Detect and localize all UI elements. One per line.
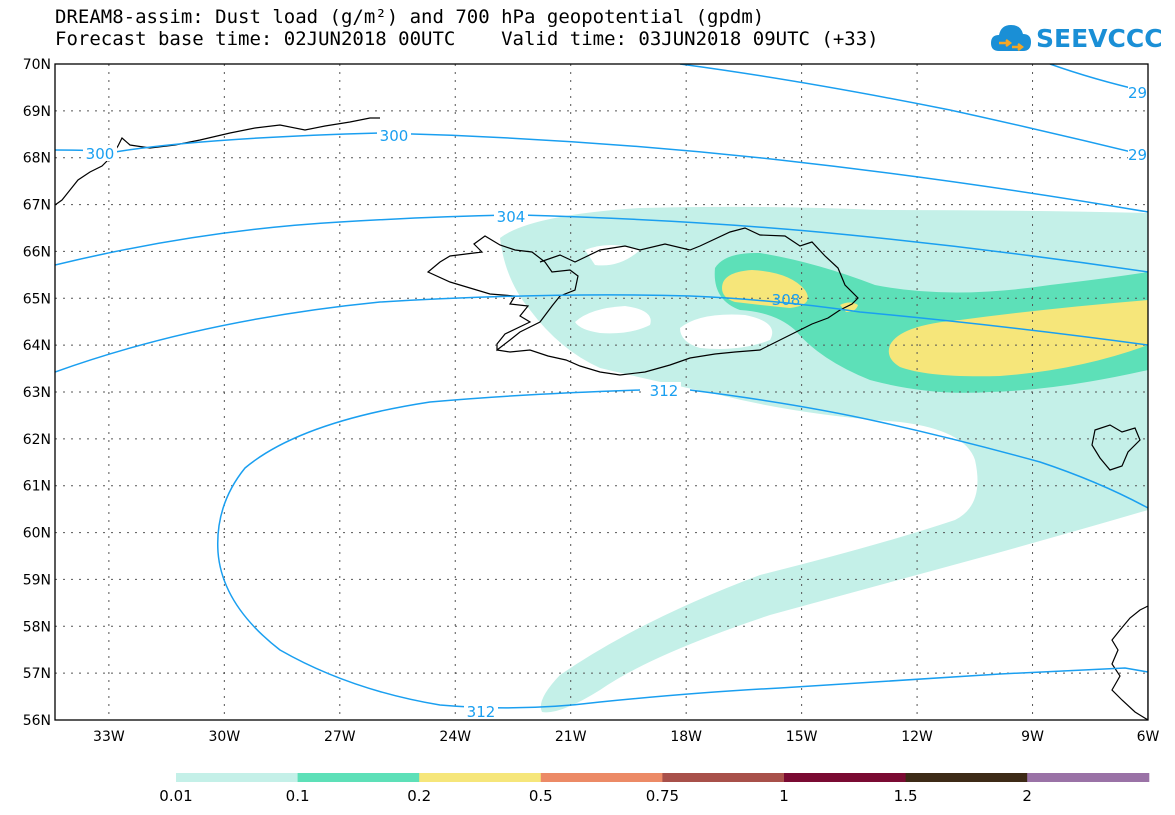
lon-label: 27W (324, 729, 356, 745)
dust-clear-pocket (575, 306, 651, 334)
contour-296-upper (679, 64, 1148, 157)
contour-300 (55, 132, 1148, 213)
lat-label: 56N (23, 713, 51, 729)
contour-label-312-south: 312 (467, 703, 496, 721)
contour-304 (55, 214, 1148, 273)
lat-label: 64N (23, 338, 51, 354)
contour-308 (55, 294, 1148, 373)
lat-label: 68N (23, 151, 51, 167)
lat-label: 65N (23, 291, 51, 307)
contour-label-29: 29 (1128, 146, 1147, 164)
colorbar-tick-label: 0.01 (159, 787, 192, 805)
longitude-labels: 33W 30W 27W 24W 21W 18W 15W 12W 9W 6W (93, 729, 1159, 745)
contour-label-312-east: 312 (650, 382, 679, 400)
dust-fields (500, 206, 1148, 713)
lon-label: 6W (1137, 729, 1160, 745)
lat-label: 58N (23, 619, 51, 635)
colorbar-swatch (905, 773, 1028, 782)
lon-label: 15W (786, 729, 818, 745)
lon-label: 30W (209, 729, 241, 745)
lat-label: 69N (23, 104, 51, 120)
lon-label: 33W (93, 729, 125, 745)
lon-label: 18W (670, 729, 702, 745)
lon-label: 12W (901, 729, 933, 745)
lat-label: 70N (23, 57, 51, 73)
coast-scotland (1111, 605, 1148, 720)
map-frame (54, 63, 1149, 721)
lat-label: 62N (23, 432, 51, 448)
contour-label-300: 300 (380, 127, 409, 145)
lat-label: 63N (23, 385, 51, 401)
colorbar: 0.01 0.1 0.2 0.5 0.75 1 1.5 2 (159, 773, 1150, 805)
coast-faroe (1091, 424, 1141, 471)
contour-labels: 300 300 304 308 312 312 29 29 (83, 84, 1148, 721)
contour-label-304: 304 (497, 208, 526, 226)
colorbar-tick-label: 2 (1022, 787, 1032, 805)
colorbar-tick-label: 0.1 (286, 787, 310, 805)
cloud-icon (991, 25, 1031, 51)
contour-label-29-top: 29 (1128, 84, 1147, 102)
lat-label: 60N (23, 526, 51, 542)
lon-label: 24W (439, 729, 471, 745)
colorbar-tick-label: 0.75 (646, 787, 679, 805)
dust-clear-pocket-2 (680, 314, 773, 349)
colorbar-swatch (176, 773, 299, 782)
geopotential-contours (55, 64, 1148, 709)
contour-label-300-west: 300 (86, 145, 115, 163)
logo-text: SEEVCCC (1036, 23, 1163, 53)
coast-greenland (55, 117, 380, 206)
contour-label-308: 308 (772, 291, 801, 309)
colorbar-tick-label: 0.2 (407, 787, 431, 805)
lat-label: 67N (23, 198, 51, 214)
colorbar-swatch (297, 773, 420, 782)
lon-label: 21W (555, 729, 587, 745)
title-line-2: Forecast base time: 02JUN2018 00UTC Vali… (55, 28, 879, 50)
dust-band-0.2-east (888, 300, 1148, 377)
seevccc-logo: SEEVCCC (990, 18, 1163, 58)
lat-label: 61N (23, 479, 51, 495)
colorbar-swatch (662, 773, 785, 782)
graticule (55, 64, 1148, 720)
lon-label: 9W (1021, 729, 1044, 745)
colorbar-tick-label: 1 (779, 787, 789, 805)
lat-label: 66N (23, 244, 51, 260)
colorbar-swatch (1027, 773, 1150, 782)
colorbar-swatch (540, 773, 663, 782)
title-line-1: DREAM8-assim: Dust load (g/m²) and 700 h… (55, 6, 765, 28)
colorbar-swatch (419, 773, 542, 782)
contour-312 (216, 389, 1148, 709)
colorbar-tick-label: 0.5 (529, 787, 553, 805)
colorbar-tick-label: 1.5 (894, 787, 918, 805)
colorbar-swatch (784, 773, 907, 782)
latitude-labels: 56N 57N 58N 59N 60N 61N 62N 63N 64N 65N 66N 67N 68N 6… (23, 57, 51, 729)
lat-label: 59N (23, 572, 51, 588)
lat-label: 57N (23, 666, 51, 682)
